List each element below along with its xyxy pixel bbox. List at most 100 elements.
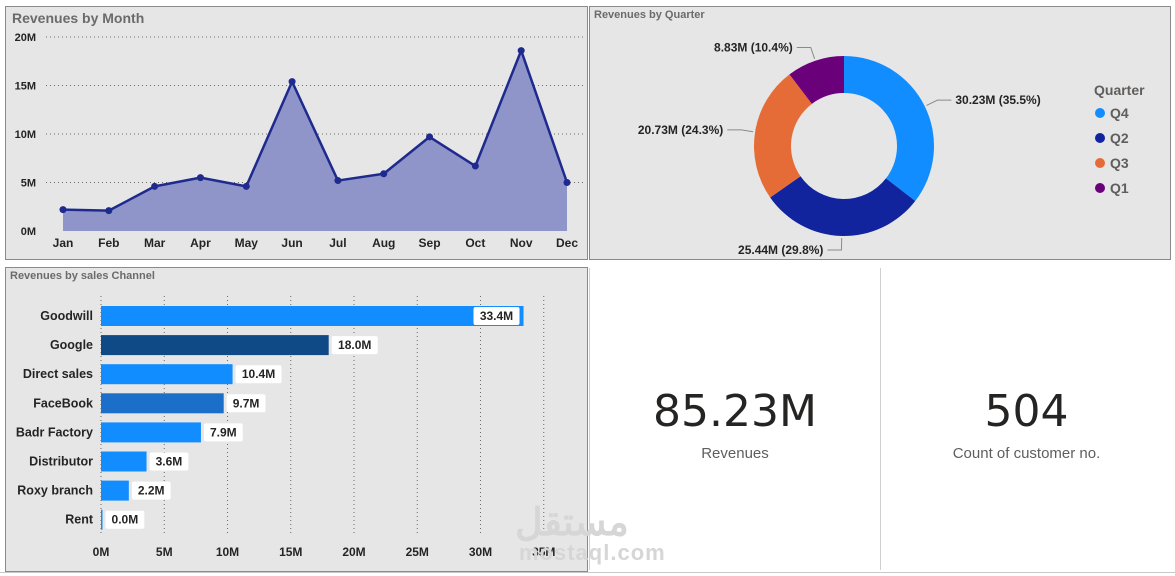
month-chart-title: Revenues by Month <box>12 10 145 26</box>
category-label: FaceBook <box>33 396 93 410</box>
revenues-by-channel-panel[interactable]: Revenues by sales Channel 0M 5M 10M 15M 20M 2… <box>5 267 588 572</box>
watermark-arabic: مستقل <box>515 502 629 544</box>
revenues-kpi-value: 85.23M <box>653 386 817 437</box>
x-tick-label: Sep <box>419 236 441 250</box>
data-label: 10.4M <box>242 367 275 381</box>
category-label: Google <box>50 338 93 352</box>
data-label-box <box>203 423 243 442</box>
legend-item-label: Q1 <box>1110 180 1129 196</box>
legend-marker-q4 <box>1095 108 1105 118</box>
x-tick-label: 30M <box>469 545 492 559</box>
category-label: Badr Factory <box>16 425 93 439</box>
channel-chart-title: Revenues by sales Channel <box>10 270 155 282</box>
bar <box>101 364 233 385</box>
donut-slice-q4 <box>844 56 934 202</box>
data-label-box <box>235 365 282 384</box>
legend-marker-q2 <box>1095 133 1105 143</box>
y-tick-label: 10M <box>15 129 36 141</box>
data-point <box>517 47 525 55</box>
bar <box>101 335 329 356</box>
data-label-box <box>149 452 189 471</box>
x-tick-label: 35M <box>532 545 555 559</box>
data-label: 33.4M <box>480 309 513 323</box>
data-label-box <box>331 336 378 355</box>
revenues-by-quarter-panel[interactable]: Revenues by Quarter 30.23M (35.5%) 25.44M… <box>589 6 1171 260</box>
data-point <box>471 162 479 170</box>
x-tick-label: Apr <box>190 236 211 250</box>
category-label: Distributor <box>29 455 93 469</box>
revenues-kpi-card[interactable]: 85.23M Revenues <box>589 268 880 570</box>
quarter-chart-title: Revenues by Quarter <box>594 9 705 21</box>
bar <box>101 393 224 414</box>
legend-item-label: Q4 <box>1110 105 1129 121</box>
data-label-box <box>105 510 145 529</box>
data-label: 9.7M <box>233 396 260 410</box>
quarter-donut-chart: 30.23M (35.5%) 25.44M (29.8%) 20.73M (24.3… <box>638 40 1145 257</box>
slice-data-label: 30.23M (35.5%) <box>955 93 1040 107</box>
customer-count-kpi-value: 504 <box>984 386 1069 437</box>
data-point <box>563 179 571 186</box>
legend-item-label: Q2 <box>1110 130 1129 146</box>
bar <box>101 422 201 443</box>
legend-title: Quarter <box>1094 82 1145 98</box>
x-tick-label: 20M <box>342 545 365 559</box>
x-tick-label: Aug <box>372 236 395 250</box>
slice-leader-line <box>827 237 843 251</box>
y-tick-label: 5M <box>21 178 36 190</box>
legend-marker-q3 <box>1095 158 1105 168</box>
x-tick-label: 15M <box>279 545 302 559</box>
data-point <box>380 170 388 178</box>
x-tick-label: 10M <box>216 545 239 559</box>
donut-slice-q3 <box>754 74 812 198</box>
customer-count-kpi-card[interactable]: 504 Count of customer no. <box>880 268 1172 570</box>
donut-slice-q2 <box>770 176 916 237</box>
x-tick-label: 5M <box>156 545 173 559</box>
revenues-by-month-panel[interactable]: Revenues by Month 0M 5M 10M 15M 20M Jan Feb Mar… <box>5 6 588 260</box>
bar <box>101 509 103 530</box>
x-tick-label: 25M <box>406 545 429 559</box>
customer-count-kpi-label: Count of customer no. <box>952 445 1101 462</box>
revenue-line <box>62 49 569 212</box>
x-tick-label: Feb <box>98 236 119 250</box>
category-label: Goodwill <box>40 309 93 323</box>
y-tick-label: 15M <box>15 81 36 93</box>
legend-marker-q1 <box>1095 183 1105 193</box>
slice-data-label: 8.83M (10.4%) <box>714 40 793 54</box>
x-tick-label: Nov <box>510 236 533 250</box>
bar <box>101 306 524 326</box>
month-area-chart: 0M 5M 10M 15M 20M Jan Feb Mar Apr May Jun Jul Aug Sep… <box>15 32 583 250</box>
slice-leader-line <box>926 99 952 106</box>
x-tick-label: Jun <box>281 236 302 250</box>
data-point <box>288 78 296 86</box>
data-label-box <box>473 307 520 325</box>
revenues-kpi-label: Revenues <box>701 445 769 462</box>
x-tick-label: Jan <box>53 236 74 250</box>
donut-slice-q1 <box>789 56 844 104</box>
revenue-area-fill <box>63 50 567 231</box>
slice-data-label: 25.44M (29.8%) <box>738 243 823 257</box>
watermark-latin: mostaql.com <box>519 540 666 565</box>
bar <box>101 451 147 472</box>
data-label: 0.0M <box>112 513 139 527</box>
data-point <box>105 207 113 215</box>
data-label: 3.6M <box>156 455 183 469</box>
slice-data-label: 20.73M (24.3%) <box>638 123 723 137</box>
category-label: Rent <box>65 513 94 527</box>
data-point <box>151 182 159 190</box>
slice-leader-line <box>796 46 816 59</box>
data-label-box <box>226 394 266 413</box>
x-tick-label: Oct <box>465 236 485 250</box>
data-point <box>426 133 434 141</box>
slice-leader-line <box>727 129 754 133</box>
data-label: 18.0M <box>338 338 371 352</box>
category-label: Roxy branch <box>17 484 93 498</box>
channel-bar-chart: 0M 5M 10M 15M 20M 25M 30M 35M Goodwill 33.4M Googl… <box>16 296 555 559</box>
data-label: 2.2M <box>138 484 165 498</box>
x-tick-label: 0M <box>93 545 110 559</box>
data-point <box>196 174 204 182</box>
y-tick-label: 20M <box>15 32 36 44</box>
y-tick-label: 0M <box>21 226 36 238</box>
data-point <box>334 177 342 185</box>
x-tick-label: May <box>235 236 259 250</box>
data-label: 7.9M <box>210 425 237 439</box>
